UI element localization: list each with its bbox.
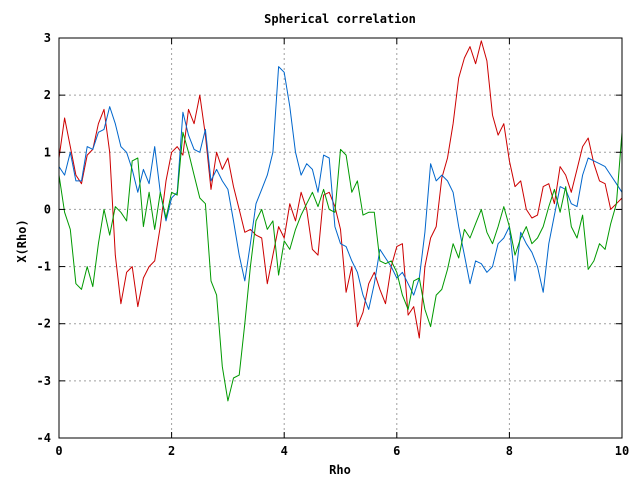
x-tick-label: 10	[615, 444, 629, 458]
x-tick-label: 8	[506, 444, 513, 458]
y-tick-label: -1	[37, 260, 51, 274]
plot-frame	[58, 37, 623, 439]
chart-title: Spherical correlation	[264, 12, 416, 26]
y-tick-label: -4	[37, 431, 51, 445]
x-tick-label: 4	[281, 444, 288, 458]
y-tick-label: 1	[44, 145, 51, 159]
x-tick-label: 2	[168, 444, 175, 458]
data-series	[58, 40, 623, 402]
y-tick-label: -3	[37, 374, 51, 388]
y-tick-label: -2	[37, 317, 51, 331]
y-tick-label: 2	[44, 88, 51, 102]
series-line-3	[58, 131, 623, 402]
y-tick-label: 3	[44, 31, 51, 45]
y-axis-label: X(Rho)	[15, 219, 29, 262]
series-line-2	[58, 66, 623, 310]
y-tick-label: 0	[44, 202, 51, 216]
x-tick-label: 6	[393, 444, 400, 458]
x-axis-label: Rho	[329, 463, 351, 477]
series-line-1	[58, 40, 623, 339]
x-tick-label: 0	[55, 444, 62, 458]
